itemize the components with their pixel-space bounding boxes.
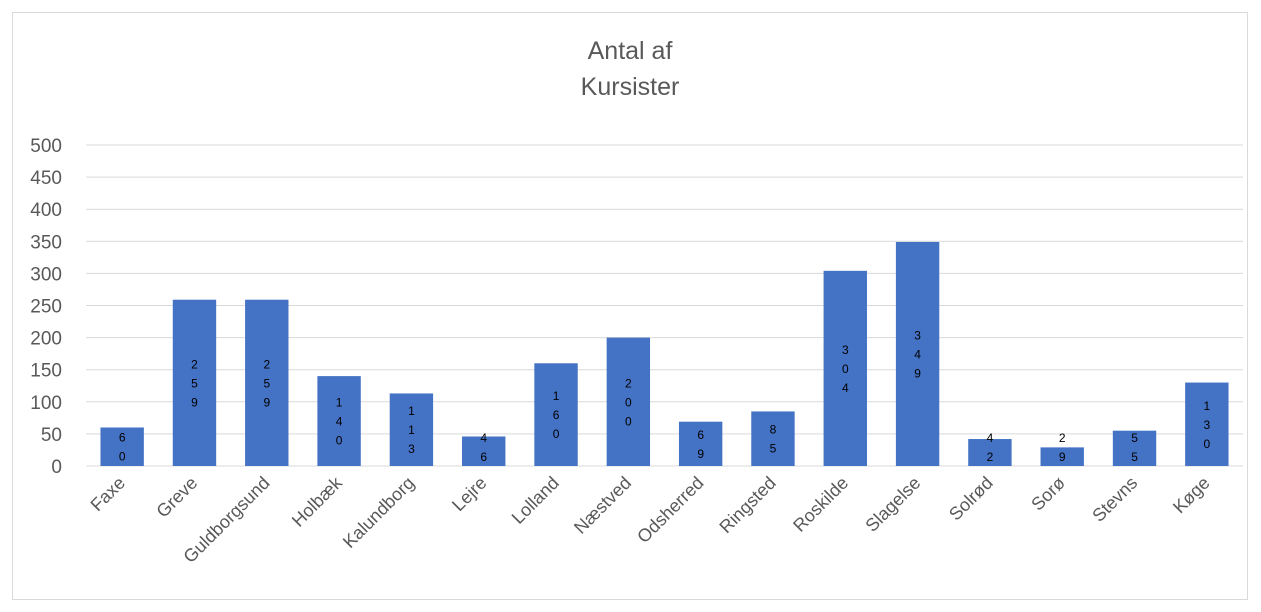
chart-title-line-1: Antal af (588, 37, 673, 65)
bars (100, 241, 1229, 466)
x-tick-label: Lejre (448, 473, 490, 515)
x-tick-label: Næstved (570, 473, 635, 538)
bar (895, 241, 940, 466)
y-tick-label: 150 (30, 361, 62, 382)
bar (389, 393, 434, 466)
bar (100, 427, 144, 466)
y-tick-label: 250 (30, 297, 62, 318)
bar (462, 436, 506, 466)
x-tick-label: Stevns (1088, 473, 1141, 526)
y-tick-label: 500 (30, 136, 62, 157)
y-tick-label: 200 (30, 329, 62, 350)
chart-title-line-2: Kursister (581, 73, 680, 101)
y-axis-ticks: 0 50 100 150 200 250 300 350 400 450 500 (30, 136, 62, 478)
bar (1185, 382, 1229, 466)
x-tick-label: Odsherred (633, 473, 707, 547)
y-tick-label: 100 (30, 393, 62, 414)
x-tick-label: Slagelse (861, 473, 924, 536)
bar (678, 421, 723, 466)
x-tick-label: Lolland (508, 473, 563, 528)
bar (606, 337, 651, 466)
x-tick-label: Greve (152, 473, 201, 522)
y-tick-label: 50 (41, 425, 62, 446)
bar (172, 299, 217, 466)
y-tick-label: 350 (30, 232, 62, 253)
bar (751, 411, 795, 466)
x-tick-label: Solrød (945, 473, 997, 525)
bar (317, 376, 361, 466)
bar (968, 439, 1012, 466)
bar (245, 299, 289, 466)
x-tick-label: Holbæk (288, 472, 347, 531)
y-tick-label: 0 (51, 457, 62, 478)
bar (1040, 447, 1084, 466)
x-tick-label: Kalundborg (339, 473, 418, 552)
bar (1112, 430, 1157, 466)
bar (823, 270, 867, 466)
y-tick-label: 400 (30, 200, 62, 221)
y-tick-label: 450 (30, 168, 62, 189)
x-tick-label: Sorø (1027, 473, 1069, 515)
x-tick-label: Faxe (87, 473, 129, 515)
x-tick-label: Roskilde (789, 473, 852, 536)
x-tick-label: Køge (1169, 473, 1214, 518)
y-tick-label: 300 (30, 264, 62, 285)
bar (534, 363, 578, 466)
data-labels: 6 0 2 5 9 2 5 9 1 4 0 1 1 3 4 6 1 6 0 2 0 0 6 9 8 5 3 0 4 3 4 9 4 2 2 9 5 5 1 3… (119, 328, 1211, 464)
x-tick-label: Ringsted (715, 473, 779, 537)
